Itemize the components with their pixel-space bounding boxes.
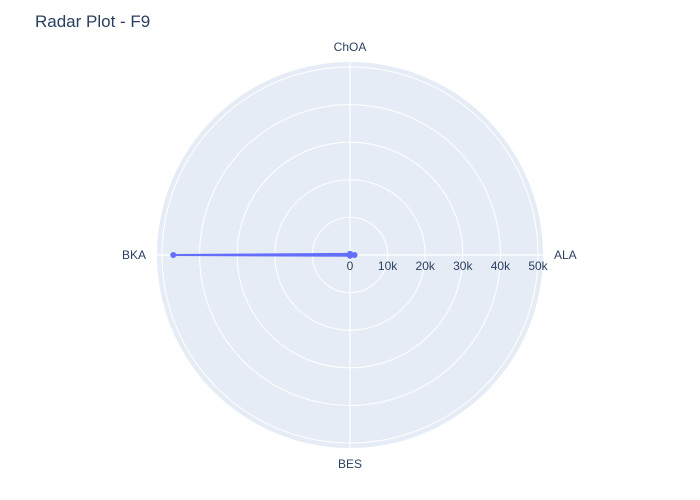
category-label-bes: BES [338,457,362,471]
data-point-bka [170,252,177,258]
radial-tick-label: 20k [416,259,436,273]
radial-tick-label: 0 [347,259,354,273]
category-label-ala: ALA [554,248,577,262]
data-point-bes [347,252,353,259]
radial-tick-label: 40k [491,259,511,273]
chart-title: Radar Plot - F9 [35,12,151,31]
trace-layer [170,250,358,259]
category-label-choa: ChOA [334,40,367,54]
series-line [172,252,356,257]
data-point-ala [351,252,358,258]
radial-tick-label: 10k [378,259,398,273]
label-layer: ALA ChOA BKA BES 0 10k 20k 30k 40k 50k [122,40,577,471]
radial-tick-label: 50k [528,259,548,273]
radial-tick-label: 30k [453,259,473,273]
category-label-bka: BKA [122,248,146,262]
